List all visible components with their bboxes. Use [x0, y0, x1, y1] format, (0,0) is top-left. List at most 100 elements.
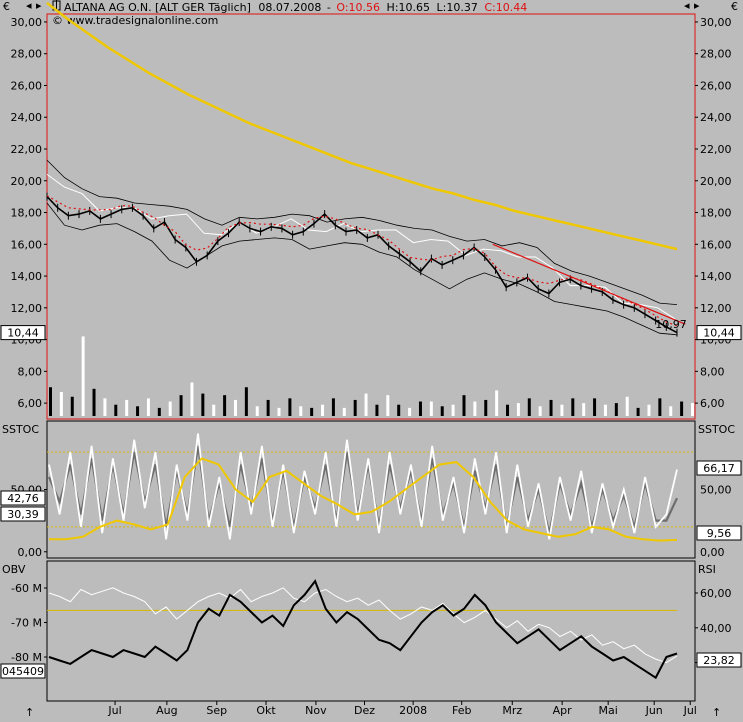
volume-bar [288, 398, 292, 416]
volume-bar [103, 398, 107, 416]
price-tick-label-right: 30,00 [700, 16, 732, 29]
stoch-tick-label-left: 0,00 [18, 546, 43, 559]
last-price-label-right: 10,44 [703, 327, 735, 340]
x-tick-label: Mai [599, 704, 618, 717]
volume-bar [168, 401, 172, 416]
rsi-tick-label: 40,00 [700, 622, 732, 635]
close-value: C:10.44 [484, 1, 527, 14]
currency-label-left: € [3, 0, 10, 13]
volume-bar [429, 401, 433, 416]
lower-band-line [46, 202, 678, 336]
scroll-right-icon[interactable]: ▸ [694, 0, 700, 12]
obv-label: OBV [2, 563, 26, 576]
stochastic-series-group: 42,76 30,39 66,17 9,56 [0, 433, 742, 542]
last-price-badge-right [696, 325, 742, 341]
x-tick-label: 2008 [399, 704, 427, 717]
volume-bar [527, 398, 531, 416]
price-tick-label-right: 14,00 [700, 270, 732, 283]
volume-series [49, 336, 694, 416]
obv-value: 045409 [2, 665, 44, 678]
volume-bar [473, 401, 477, 416]
chart-header: € € ◂ ▸ ◂ ▸ ALTANA AG O.N. [ALT GER Tägl… [3, 0, 738, 27]
volume-bar [136, 406, 140, 416]
price-tick-label-right: 28,00 [700, 48, 732, 61]
obv-value-badge [0, 663, 46, 679]
nav-right-icon[interactable]: ▸ [36, 0, 42, 12]
volume-bar [59, 392, 63, 416]
x-tick-label: Apr [553, 704, 573, 717]
instrument-name: ALTANA AG O.N. [ALT GER Täglich] [64, 1, 251, 14]
watermark: © www.tradesignalonline.com [52, 14, 218, 27]
stochastic-axes: 50,00 50,000,00 0,00 [11, 451, 732, 559]
price-tick-label-right: 8,00 [700, 365, 725, 378]
volume-bar [114, 404, 118, 416]
price-tick-label-left: 14,00 [11, 270, 43, 283]
volume-bar [614, 403, 618, 416]
volume-bar [321, 404, 325, 416]
price-tick-label-left: 20,00 [11, 175, 43, 188]
volume-bar [647, 404, 651, 416]
scroll-left-icon[interactable]: ◂ [684, 0, 690, 12]
x-tick-label: Nov [305, 704, 327, 717]
rsi-tick-label: 60,00 [700, 587, 732, 600]
open-value: O:10.56 [336, 1, 380, 14]
volume-bar [451, 404, 455, 416]
volume-bar [190, 382, 194, 416]
scroll-up-arrow-left-icon[interactable]: ↑ [25, 706, 34, 719]
volume-bar [560, 404, 564, 416]
price-panel[interactable]: 30,00 30,00 28,00 28,00 26,00 26,00 24,00 24,00… [0, 1, 742, 420]
stoch-k-line [48, 433, 678, 540]
volume-bar [255, 406, 259, 416]
short-ma-dotted-line [46, 195, 678, 327]
close-price-line [46, 196, 678, 334]
volume-bar [92, 388, 96, 416]
volume-bar [146, 398, 150, 416]
stochastic-panel[interactable]: SSTOC SSTOC 50,00 50,000,00 0,00 42,7630,3… [0, 420, 742, 559]
stoch-value-right: 9,56 [707, 527, 732, 540]
price-tick-label-right: 26,00 [700, 79, 732, 92]
bar-date: 08.07.2008 [258, 1, 321, 14]
volume-bar [669, 406, 673, 416]
rsi-value-badge [696, 652, 742, 668]
x-tick-label: Okt [256, 704, 276, 717]
x-tick-label: Mrz [502, 704, 522, 717]
rsi-value: 23,82 [703, 654, 735, 667]
price-tick-label-left: 30,00 [11, 16, 43, 29]
volume-bar [353, 399, 357, 416]
x-tick-label: Feb [452, 704, 471, 717]
volume-bar [70, 396, 74, 416]
currency-label-right: € [731, 0, 738, 13]
rsi-line [48, 587, 678, 664]
x-tick-label: Dez [354, 704, 375, 717]
volume-bar [157, 407, 161, 416]
volume-bar [233, 399, 237, 416]
obv-rsi-series-group: 045409 23,82 [0, 579, 742, 680]
price-tick-label-left: 16,00 [11, 238, 43, 251]
volume-bar [462, 395, 466, 416]
stoch-value-badge-right [696, 525, 742, 541]
price-tick-label-left: 8,00 [18, 365, 43, 378]
last-price-label-left: 10,44 [7, 327, 39, 340]
obv-tick-label: -60 M [11, 582, 42, 595]
header-text: ALTANA AG O.N. [ALT GER Täglich] 08.07.2… [64, 1, 527, 14]
price-tick-label-left: 22,00 [11, 143, 43, 156]
rsi-label: RSI [698, 563, 716, 576]
scroll-up-arrow-right-icon[interactable]: ↑ [712, 706, 721, 719]
volume-bar [223, 395, 227, 416]
price-tick-label-right: 6,00 [700, 397, 725, 410]
volume-bar [691, 403, 694, 416]
volume-bar [506, 404, 510, 416]
price-tick-label-right: 16,00 [700, 238, 732, 251]
volume-bar [571, 398, 575, 416]
stoch-value-badge-right [696, 460, 742, 476]
price-tick-label-left: 6,00 [18, 397, 43, 410]
nav-left-icon[interactable]: ◂ [26, 0, 32, 12]
volume-bar [538, 406, 542, 416]
volume-bar [212, 404, 216, 416]
volume-bar [636, 407, 640, 416]
volume-bar [408, 407, 412, 416]
volume-bar [244, 387, 248, 416]
volume-bar [266, 399, 270, 416]
